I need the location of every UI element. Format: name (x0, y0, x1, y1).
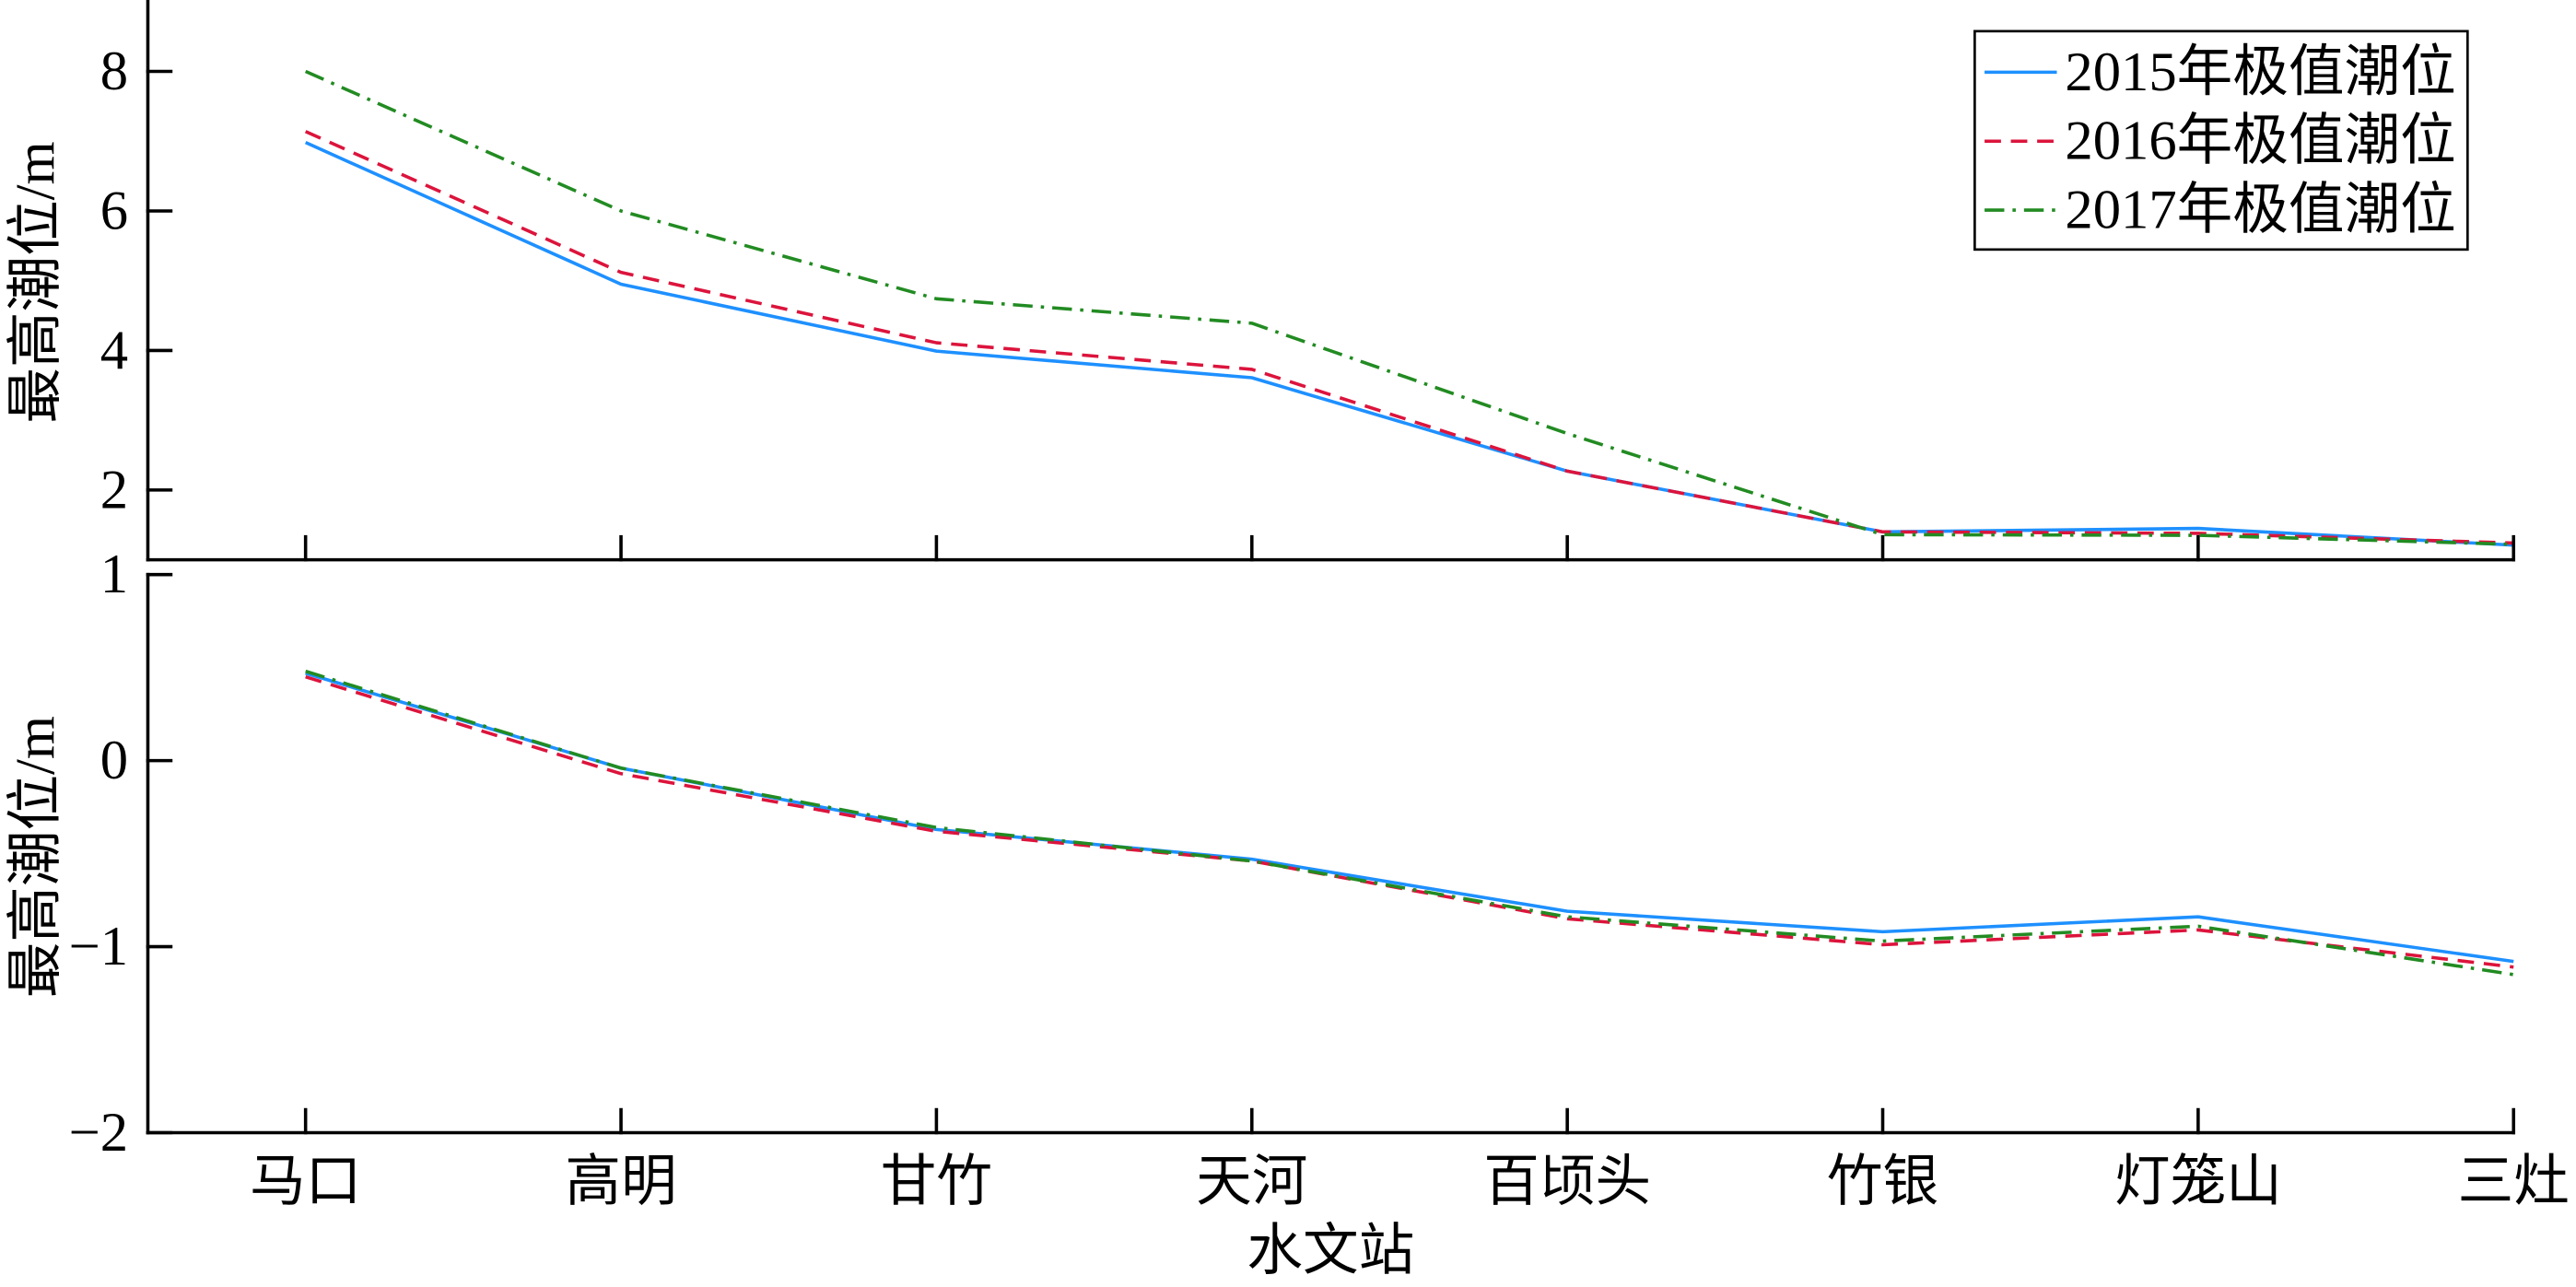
legend: 2015年极值潮位 2016年极值潮位 2017年极值潮位 (1973, 29, 2469, 252)
top-series-line-2 (304, 130, 2514, 545)
legend-label: 2017年极值潮位 (2065, 180, 2455, 241)
bottom-y-tick-label: −1 (69, 916, 129, 977)
legend-box (1973, 29, 2469, 252)
x-tick-label: 高明 (565, 1151, 676, 1212)
bottom-y-tick-label: 1 (100, 544, 128, 605)
legend-item: 2016年极值潮位 (1985, 111, 2456, 172)
top-series-line-3 (304, 69, 2514, 546)
x-tick-label: 三灶 (2458, 1151, 2570, 1212)
top-series-line-1 (304, 141, 2514, 547)
top-y-tick-label: 8 (100, 41, 128, 102)
x-tick-label: 竹银 (1827, 1151, 1938, 1212)
legend-label: 2015年极值潮位 (2065, 41, 2455, 103)
top-y-axis-label: 最高潮位/m (6, 141, 67, 423)
top-axis-ticks: 2 4 6 8 (100, 41, 2516, 562)
bottom-panel: −2 −1 0 1 马口 高明 甘竹 天河 百顷头 竹银 灯笼山 三灶 最高潮位/m 水文站 (6, 544, 2570, 1281)
bottom-series-lines (305, 669, 2514, 977)
bottom-axis-ticks: −2 −1 0 1 马口 高明 甘竹 天河 百顷头 竹银 灯笼山 三灶 (69, 544, 2570, 1212)
top-y-tick-label: 4 (100, 320, 128, 381)
legend-item: 2017年极值潮位 (1985, 180, 2456, 241)
bottom-y-axis-label: 最高潮位/m (6, 716, 67, 998)
x-axis-label: 水文站 (1247, 1220, 1414, 1281)
legend-label: 2016年极值潮位 (2065, 111, 2455, 172)
x-tick-label: 灯笼山 (2114, 1151, 2282, 1212)
x-tick-label: 马口 (250, 1151, 361, 1212)
bottom-series-line-2 (305, 674, 2514, 969)
top-panel: 2 4 6 8 最高潮位/m 2015年极值潮位 2016年极值潮位 2017年极值潮位 (6, 0, 2516, 562)
legend-item: 2015年极值潮位 (1985, 41, 2456, 103)
x-tick-label: 百顷头 (1483, 1151, 1651, 1212)
top-series-lines (304, 69, 2514, 547)
bottom-y-tick-label: −2 (69, 1102, 129, 1164)
x-tick-label: 天河 (1196, 1151, 1307, 1212)
top-y-tick-label: 6 (100, 180, 128, 241)
bottom-series-line-3 (305, 669, 2514, 977)
top-y-tick-label: 2 (100, 459, 128, 521)
bottom-y-tick-label: 0 (100, 730, 128, 791)
x-tick-label: 甘竹 (881, 1151, 992, 1212)
